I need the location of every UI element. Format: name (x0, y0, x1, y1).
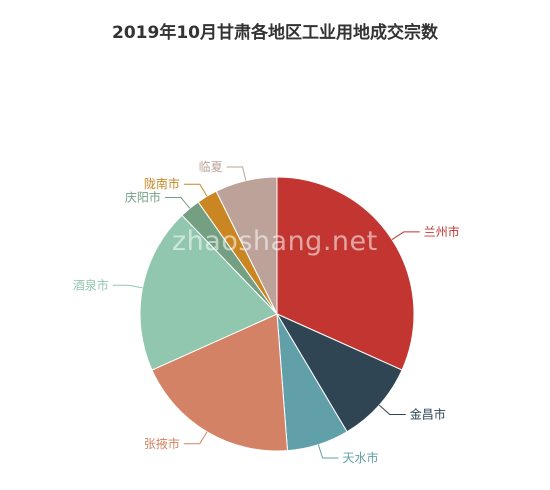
leader-line-4 (183, 431, 208, 445)
pie-slice-5[interactable] (139, 214, 278, 371)
leader-line-6 (164, 197, 191, 209)
slice-label-7: 陇南市 (144, 176, 180, 191)
slice-label-5: 酒泉市 (73, 277, 109, 292)
leader-line-5 (112, 284, 143, 289)
slice-label-3: 天水市 (343, 450, 379, 465)
chart-title: 2019年10月甘肃各地区工业用地成交宗数 (112, 23, 438, 43)
leader-line-3 (317, 444, 339, 459)
leader-line-8 (226, 166, 247, 181)
watermark: zhaoshang.net (172, 226, 378, 257)
slice-label-6: 庆阳市 (125, 190, 161, 205)
pie-slice-1[interactable] (276, 176, 415, 371)
slice-label-2: 金昌市 (410, 406, 446, 421)
pie-slice-4[interactable] (151, 313, 289, 452)
slice-label-4: 张掖市 (144, 436, 180, 451)
slice-label-1: 兰州市 (424, 224, 460, 239)
pie-slice-8[interactable] (215, 176, 278, 315)
leader-line-2 (378, 404, 406, 415)
leader-line-7 (183, 183, 208, 197)
slice-label-8: 临夏 (199, 160, 223, 174)
pie-slice-2[interactable] (275, 312, 403, 433)
leader-line-1 (391, 231, 420, 240)
